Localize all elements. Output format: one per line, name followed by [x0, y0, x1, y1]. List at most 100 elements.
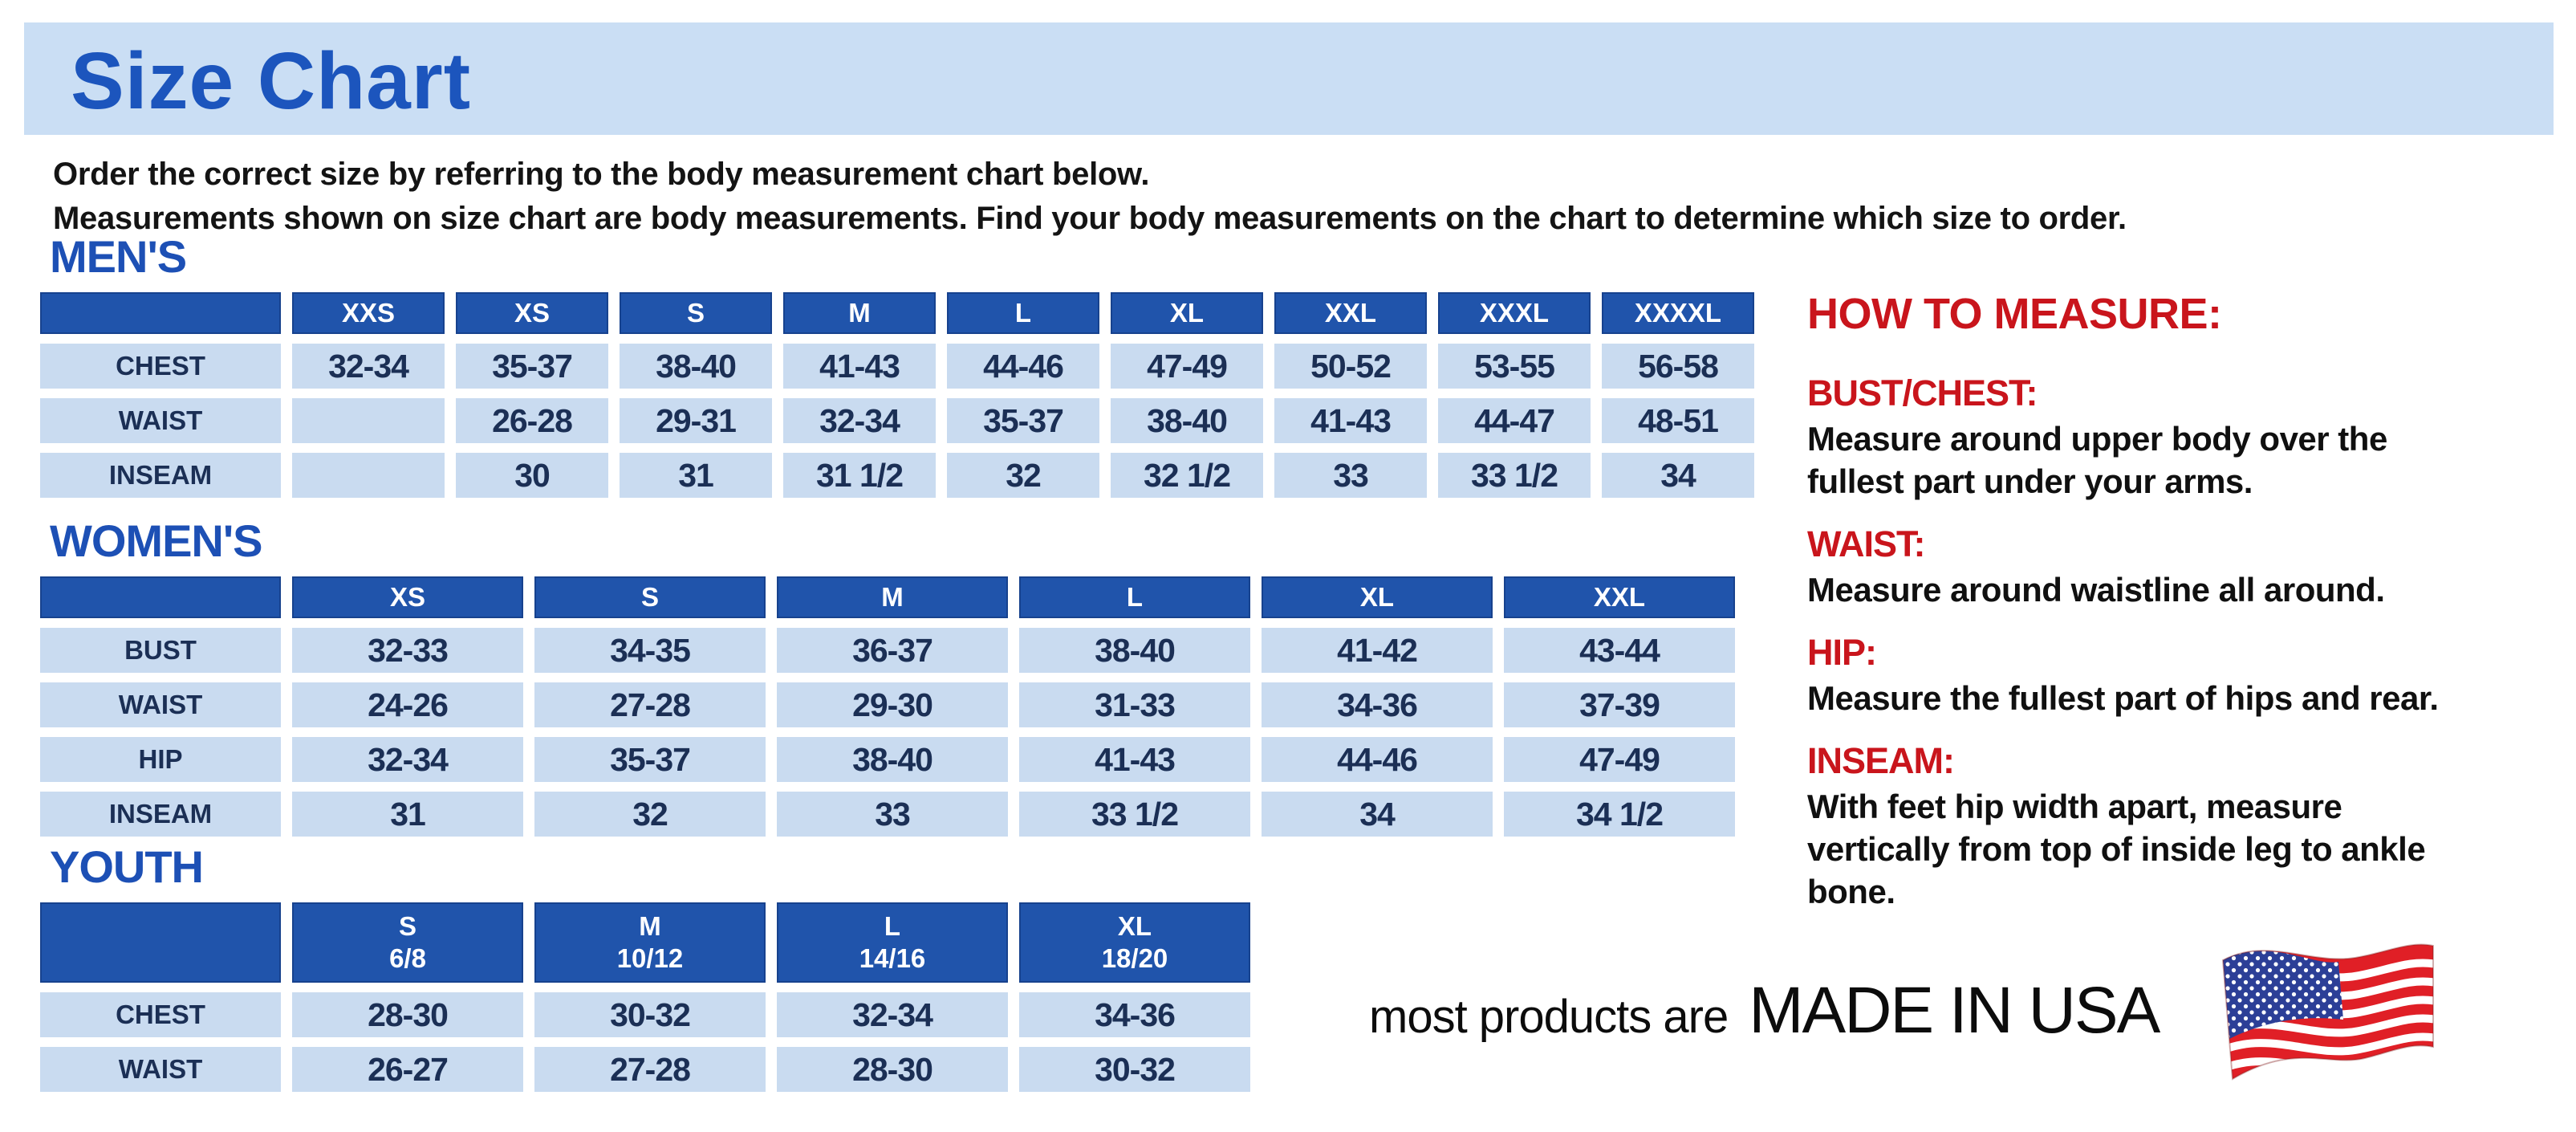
womens-header-row: XS S M L XL XXL — [40, 576, 1735, 618]
womens-column-header-xs: XS — [292, 576, 523, 618]
womens-inseam-label: INSEAM — [40, 792, 281, 837]
youth-waist-label: WAIST — [40, 1047, 281, 1092]
mens-row-inseam: INSEAM 30 31 31 1/2 32 32 1/2 33 33 1/2 34 — [40, 453, 1754, 498]
youth-column-header-l: L 14/16 — [777, 902, 1008, 983]
mens-chest-label: CHEST — [40, 344, 281, 389]
youth-size-table-block: YOUTH S 6/8 M 10/12 L 14/16 XL 18/20 CHEST 28-… — [29, 843, 1262, 1101]
youth-column-header-m: M 10/12 — [534, 902, 766, 983]
size-cell: 38-40 — [1111, 398, 1263, 443]
womens-size-table-block: WOMEN'S XS S M L XL XXL BUST 32-33 34-35 36-37 38-4… — [29, 517, 1746, 846]
mens-column-header-xxxxl: XXXXL — [1602, 292, 1754, 334]
size-cell: 31 1/2 — [783, 453, 936, 498]
mens-column-header-xl: XL — [1111, 292, 1263, 334]
measure-description: Measure the fullest part of hips and rea… — [1807, 679, 2439, 717]
youth-corner-cell — [40, 902, 281, 983]
mens-column-header-s: S — [620, 292, 772, 334]
size-cell: 33 — [1274, 453, 1427, 498]
size-cell: 56-58 — [1602, 344, 1754, 389]
intro-line-2: Measurements shown on size chart are bod… — [53, 201, 2127, 236]
womens-column-header-m: M — [777, 576, 1008, 618]
size-cell: 34 — [1602, 453, 1754, 498]
size-cell: 41-43 — [1274, 398, 1427, 443]
size-cell: 43-44 — [1504, 628, 1735, 673]
size-cell: 28-30 — [777, 1047, 1008, 1092]
measure-description: With feet hip width apart, measure verti… — [1807, 788, 2426, 910]
mens-heading: MEN'S — [50, 231, 187, 282]
measure-term: WAIST: — [1807, 523, 1926, 564]
mens-inseam-label: INSEAM — [40, 453, 281, 498]
size-cell: 27-28 — [534, 682, 766, 727]
youth-column-header-s: S 6/8 — [292, 902, 523, 983]
size-cell: 38-40 — [620, 344, 772, 389]
size-cell: 34-35 — [534, 628, 766, 673]
measure-item: BUST/CHEST: Measure around upper body ove… — [1807, 373, 2473, 503]
size-cell: 41-43 — [1019, 737, 1250, 782]
mens-size-table: XXS XS S M L XL XXL XXXL XXXXL CHEST 32-34 35-37 38-… — [29, 283, 1765, 507]
mens-column-header-xxl: XXL — [1274, 292, 1427, 334]
size-cell: 53-55 — [1438, 344, 1591, 389]
size-cell: 41-42 — [1262, 628, 1493, 673]
size-cell: 27-28 — [534, 1047, 766, 1092]
womens-corner-cell — [40, 576, 281, 618]
youth-header-row: S 6/8 M 10/12 L 14/16 XL 18/20 — [40, 902, 1250, 983]
size-cell: 47-49 — [1111, 344, 1263, 389]
youth-heading: YOUTH — [50, 841, 204, 892]
mens-column-header-xxxl: XXXL — [1438, 292, 1591, 334]
intro-text: Order the correct size by referring to t… — [53, 153, 2127, 241]
size-cell: 33 — [777, 792, 1008, 837]
size-cell: 29-30 — [777, 682, 1008, 727]
size-cell: 44-47 — [1438, 398, 1591, 443]
size-cell: 33 1/2 — [1438, 453, 1591, 498]
made-in-usa-prefix: most products are — [1369, 991, 1729, 1043]
size-cell: 41-43 — [783, 344, 936, 389]
size-cell: 35-37 — [534, 737, 766, 782]
size-cell: 31-33 — [1019, 682, 1250, 727]
youth-chest-label: CHEST — [40, 992, 281, 1037]
size-cell — [292, 453, 445, 498]
youth-row-waist: WAIST 26-27 27-28 28-30 30-32 — [40, 1047, 1250, 1092]
mens-row-waist: WAIST 26-28 29-31 32-34 35-37 38-40 41-43 44-47… — [40, 398, 1754, 443]
womens-column-header-s: S — [534, 576, 766, 618]
size-cell: 30-32 — [534, 992, 766, 1037]
size-cell: 35-37 — [456, 344, 608, 389]
size-cell: 32 — [534, 792, 766, 837]
page-title: Size Chart — [71, 36, 472, 126]
size-cell: 34 1/2 — [1504, 792, 1735, 837]
intro-line-1: Order the correct size by referring to t… — [53, 157, 1150, 192]
size-cell: 32-34 — [292, 737, 523, 782]
size-cell: 26-28 — [456, 398, 608, 443]
size-cell: 35-37 — [947, 398, 1099, 443]
size-cell: 47-49 — [1504, 737, 1735, 782]
size-cell: 32 — [947, 453, 1099, 498]
womens-row-hip: HIP 32-34 35-37 38-40 41-43 44-46 47-49 — [40, 737, 1735, 782]
womens-row-inseam: INSEAM 31 32 33 33 1/2 34 34 1/2 — [40, 792, 1735, 837]
size-cell: 34 — [1262, 792, 1493, 837]
womens-size-table: XS S M L XL XXL BUST 32-33 34-35 36-37 38-40 41-42 4… — [29, 567, 1746, 846]
measure-item: HIP: Measure the fullest part of hips and… — [1807, 632, 2473, 719]
size-cell: 33 1/2 — [1019, 792, 1250, 837]
womens-column-header-xxl: XXL — [1504, 576, 1735, 618]
womens-heading: WOMEN'S — [50, 515, 263, 566]
womens-column-header-xl: XL — [1262, 576, 1493, 618]
made-in-usa-text: MADE IN USA — [1749, 974, 2160, 1047]
measure-term: HIP: — [1807, 632, 1877, 673]
measure-description: Measure around upper body over the fulle… — [1807, 420, 2387, 500]
size-cell: 30 — [456, 453, 608, 498]
measure-item: INSEAM: With feet hip width apart, measur… — [1807, 740, 2473, 913]
size-cell: 50-52 — [1274, 344, 1427, 389]
womens-row-bust: BUST 32-33 34-35 36-37 38-40 41-42 43-44 — [40, 628, 1735, 673]
usa-flag-icon — [2221, 943, 2434, 1081]
size-cell: 31 — [620, 453, 772, 498]
size-cell: 32-33 — [292, 628, 523, 673]
size-cell: 38-40 — [1019, 628, 1250, 673]
size-cell: 48-51 — [1602, 398, 1754, 443]
youth-row-chest: CHEST 28-30 30-32 32-34 34-36 — [40, 992, 1250, 1037]
made-in-usa-line: most products are MADE IN USA — [1369, 973, 2160, 1049]
size-cell: 31 — [292, 792, 523, 837]
title-banner: Size Chart — [24, 22, 2554, 135]
size-cell: 38-40 — [777, 737, 1008, 782]
mens-row-chest: CHEST 32-34 35-37 38-40 41-43 44-46 47-49 50-52… — [40, 344, 1754, 389]
womens-column-header-l: L — [1019, 576, 1250, 618]
womens-hip-label: HIP — [40, 737, 281, 782]
size-cell: 30-32 — [1019, 1047, 1250, 1092]
